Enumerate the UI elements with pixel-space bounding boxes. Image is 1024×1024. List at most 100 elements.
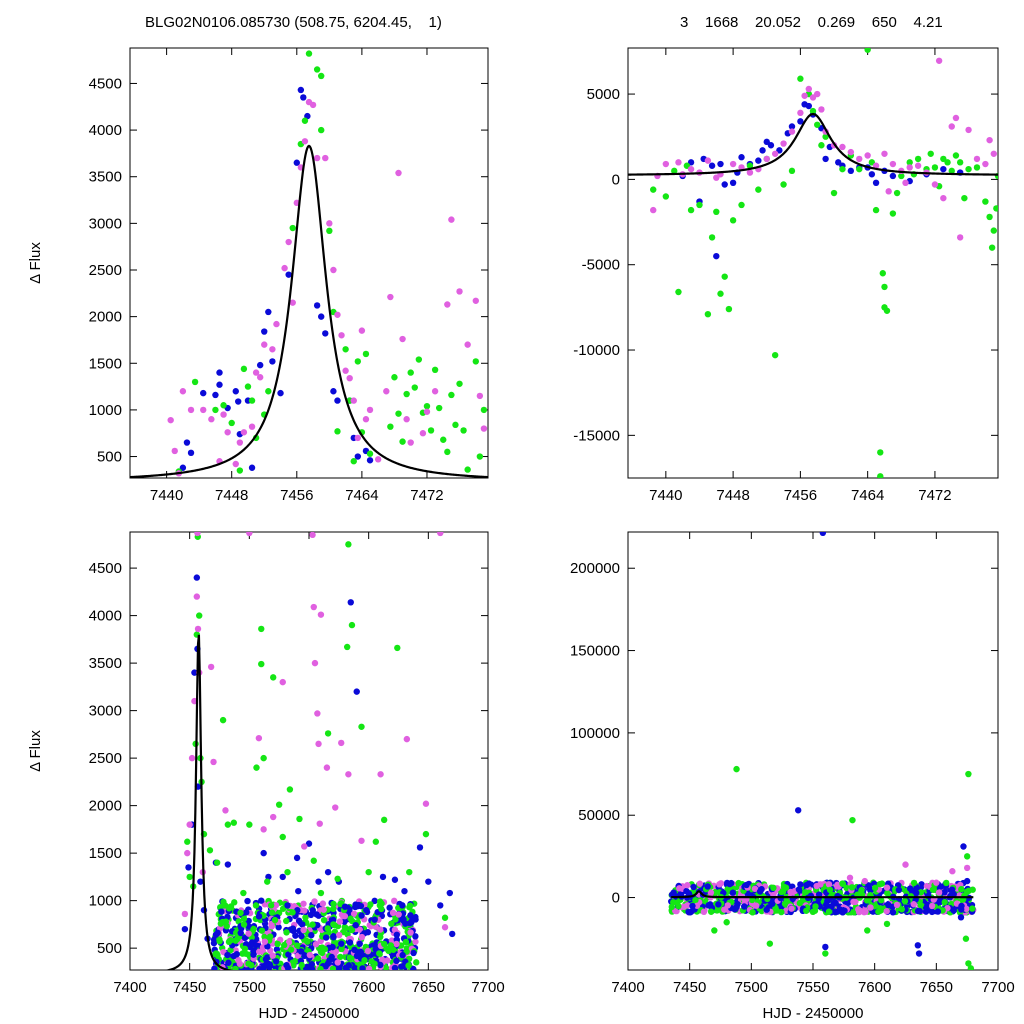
data-point-green [372, 838, 380, 845]
data-point-green [289, 224, 296, 232]
data-point-green [839, 165, 846, 173]
data-point-green [284, 868, 291, 876]
data-point-green [289, 909, 296, 916]
data-point-magenta [797, 109, 804, 117]
x-tick-label: 7450 [673, 979, 706, 996]
data-point-green [342, 346, 349, 353]
data-point-magenta [448, 216, 455, 223]
data-point-blue [844, 899, 852, 907]
data-point-magenta [949, 868, 956, 875]
data-point-magenta [323, 764, 331, 771]
data-point-green [318, 126, 325, 134]
data-point-blue [689, 902, 696, 910]
data-point-magenta [306, 951, 314, 959]
data-point-blue [295, 887, 302, 895]
model-fit-curve [163, 634, 234, 970]
data-point-green [963, 853, 971, 860]
data-point-blue [958, 906, 965, 913]
data-point-blue [191, 669, 198, 676]
data-point-magenta [379, 956, 386, 963]
data-point-blue [934, 908, 942, 915]
data-point-blue [193, 574, 201, 581]
data-point-blue [865, 882, 872, 889]
data-point-green [362, 350, 370, 358]
data-point-green [246, 821, 253, 828]
data-point-magenta [260, 826, 267, 833]
data-point-blue [197, 878, 204, 885]
data-point-blue [185, 864, 192, 871]
data-point-blue [721, 181, 728, 188]
data-point-green [260, 754, 267, 762]
data-point-green [342, 924, 349, 932]
data-point-green [969, 886, 976, 893]
data-point-magenta [269, 952, 276, 959]
data-point-green [803, 907, 810, 914]
data-point-magenta [817, 881, 824, 888]
data-point-blue [366, 457, 374, 464]
data-point-green [376, 950, 383, 957]
data-point-magenta [377, 926, 384, 933]
data-point-green [826, 886, 834, 894]
data-point-green [881, 283, 888, 291]
data-point-green [216, 938, 223, 945]
data-point-blue [241, 934, 249, 942]
data-point-blue [179, 464, 187, 471]
data-point-blue [324, 960, 332, 967]
data-point-magenta [893, 901, 901, 909]
data-point-blue [805, 102, 812, 110]
data-point-magenta [707, 889, 715, 896]
data-point-green [237, 909, 244, 917]
data-point-blue [763, 906, 770, 913]
data-point-blue [741, 903, 748, 910]
data-point-blue [950, 907, 957, 914]
data-point-magenta [872, 162, 880, 169]
data-point-green [883, 307, 891, 314]
data-point-green [387, 942, 395, 949]
data-point-green [729, 217, 737, 224]
data-point-green [435, 404, 443, 412]
y-tick-label: 100000 [570, 725, 620, 742]
data-point-blue [232, 388, 239, 395]
data-point-magenta [801, 92, 808, 99]
data-point-green [856, 165, 863, 173]
data-point-blue [313, 302, 321, 309]
data-point-magenta [861, 877, 868, 885]
data-point-magenta [846, 874, 854, 881]
data-point-green [354, 358, 362, 365]
data-point-magenta [350, 397, 357, 404]
data-point-blue [889, 909, 897, 916]
data-point-blue [357, 948, 365, 956]
data-point-magenta [383, 388, 390, 395]
data-point-magenta [354, 434, 362, 442]
x-tick-label: 7448 [716, 487, 749, 504]
data-point-green [988, 244, 996, 251]
data-point-blue [245, 923, 253, 930]
data-point-blue [729, 889, 737, 896]
data-point-magenta [269, 346, 276, 353]
data-point-blue [324, 868, 332, 876]
data-point-magenta [315, 740, 322, 748]
data-point-green [879, 270, 886, 277]
data-point-green [293, 942, 301, 949]
data-point-green [917, 901, 924, 909]
data-point-blue [330, 934, 337, 941]
data-point-magenta [965, 126, 972, 134]
data-point-green [411, 384, 418, 391]
data-point-green [735, 879, 742, 887]
data-point-green [343, 643, 351, 651]
data-point-green [378, 900, 385, 907]
data-point-magenta [210, 758, 217, 766]
data-point-green [456, 380, 463, 387]
data-point-green [889, 210, 897, 217]
x-tick-label: 7440 [649, 487, 682, 504]
data-point-blue [347, 599, 354, 606]
data-point-green [818, 142, 825, 149]
data-point-magenta [412, 938, 419, 945]
data-point-magenta [885, 188, 892, 195]
data-point-green [338, 945, 345, 953]
y-tick-label: 2000 [89, 309, 122, 326]
data-point-green [274, 940, 281, 948]
data-point-magenta [207, 663, 215, 671]
data-point-magenta [780, 140, 787, 147]
data-point-magenta [222, 807, 229, 814]
